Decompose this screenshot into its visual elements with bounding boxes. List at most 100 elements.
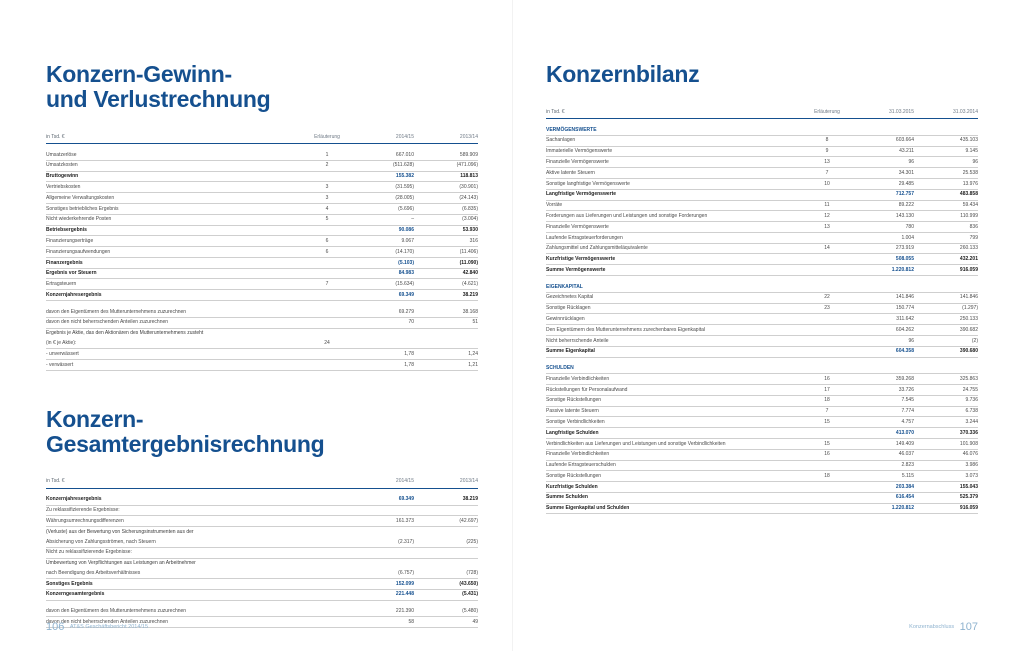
table-row: Allgemeine Verwaltungskosten 3 (28.005) (24… bbox=[46, 192, 478, 204]
table-row: Finanzierungserträge 6 9.067 316 bbox=[46, 235, 478, 248]
row-note-reference: 9 bbox=[804, 146, 850, 158]
row-label: Finanzielle Vermögenswerte bbox=[546, 221, 804, 233]
row-note-reference: 14 bbox=[804, 243, 850, 255]
row-label: Aktive latente Steuern bbox=[546, 167, 804, 179]
page-title-line-1: Konzern-Gewinn- bbox=[46, 61, 232, 87]
row-note-reference: 18 bbox=[804, 470, 850, 483]
row-value-period-2 bbox=[414, 558, 478, 568]
row-value-period-1: 84.983 bbox=[350, 268, 414, 280]
table-row: Umsatzkosten 2 (511.628) (471.096) bbox=[46, 160, 478, 172]
row-value-period-1: 143.130 bbox=[850, 210, 914, 223]
balance-sheet-table: in Tsd. € Erläuterung 31.03.2015 31.03.2014… bbox=[546, 107, 978, 515]
table-row: Laufende Ertragsteuerforderungen 1.004 799 bbox=[546, 232, 978, 244]
row-value-period-2 bbox=[414, 505, 478, 517]
table-row: Kurzfristige Vermögenswerte 508.055 432.20… bbox=[546, 253, 978, 266]
row-value-period-1: 69.349 bbox=[350, 494, 414, 506]
row-label: davon den Eigentümern des Mutterunterneh… bbox=[46, 606, 304, 618]
row-value-period-1 bbox=[350, 505, 414, 517]
table-row: Sonstige Rückstellungen 18 7.545 9.736 bbox=[546, 395, 978, 407]
row-note-reference bbox=[304, 616, 350, 629]
row-value-period-2: 25.538 bbox=[914, 167, 978, 179]
table-row: Sonstiges Ergebnis 152.099 (43.650) bbox=[46, 578, 478, 590]
row-value-period-2: 110.999 bbox=[914, 210, 978, 223]
table-row: Finanzielle Verbindlichkeiten 16 359.268 32… bbox=[546, 373, 978, 386]
table-row: Finanzierungsaufwendungen 6 (14.170) (11.40… bbox=[46, 246, 478, 258]
row-value-period-2: 38.168 bbox=[414, 307, 478, 318]
table-row: Nicht beherrschende Anteile 96 (2) bbox=[546, 335, 978, 347]
table-row: Umsatzerlöse 1 667.010 589.909 bbox=[46, 150, 478, 161]
table-row: Summe Schulden 616.454 525.379 bbox=[546, 492, 978, 504]
table-row: Immaterielle Vermögenswerte 9 43.211 9.145 bbox=[546, 146, 978, 158]
row-value-period-1: 203.384 bbox=[850, 481, 914, 493]
row-note-reference: 16 bbox=[804, 449, 850, 461]
footer-text-right: Konzernabschluss bbox=[909, 624, 955, 630]
row-label: Währungsumrechnungsdifferenzen bbox=[46, 515, 304, 528]
row-value-period-1 bbox=[850, 282, 914, 293]
table-row: Konzernjahresergebnis 69.349 38.219 bbox=[46, 289, 478, 302]
row-value-period-2: 53.930 bbox=[414, 225, 478, 237]
row-value-period-2: 118.813 bbox=[414, 171, 478, 183]
row-note-reference bbox=[304, 494, 350, 506]
row-value-period-1: 604.262 bbox=[850, 324, 914, 336]
row-note-reference bbox=[304, 578, 350, 590]
row-label: Sonstiges Ergebnis bbox=[46, 578, 304, 590]
row-value-period-2 bbox=[414, 338, 478, 350]
row-note-reference: 3 bbox=[304, 192, 350, 204]
row-note-reference bbox=[304, 505, 350, 517]
comprehensive-income-body: in Tsd. € 2014/15 2013/14 Konzernjahreserge… bbox=[46, 476, 478, 629]
table-row: Betriebsergebnis 90.086 53.930 bbox=[46, 225, 478, 237]
table-row: Gewinnrücklagen 311.642 250.133 bbox=[546, 313, 978, 326]
row-value-period-1: (31.595) bbox=[350, 181, 414, 194]
row-value-period-1: 221.390 bbox=[350, 606, 414, 618]
row-value-period-2: (728) bbox=[414, 568, 478, 580]
row-label: Umsatzerlöse bbox=[46, 150, 304, 161]
row-value-period-1: 96 bbox=[850, 335, 914, 347]
page-title-comprehensive-income: Konzern- Gesamtergebnisrechnung bbox=[46, 405, 478, 457]
row-value-period-2: 24.755 bbox=[914, 384, 978, 396]
table-row: Sonstige Verbindlichkeiten 15 4.757 3.244 bbox=[546, 416, 978, 429]
row-note-reference bbox=[304, 558, 350, 568]
row-value-period-2: (11.406) bbox=[414, 246, 478, 258]
row-value-period-2: (43.650) bbox=[414, 578, 478, 590]
row-label: Laufende Ertragsteuerforderungen bbox=[546, 232, 804, 244]
row-note-reference: 18 bbox=[804, 395, 850, 407]
row-label: Summe Schulden bbox=[546, 492, 804, 504]
footer-text-left: AT&S Geschäftsbericht 2014/15 bbox=[69, 624, 149, 630]
row-label: Zahlungsmittel und Zahlungsmitteläquival… bbox=[546, 243, 804, 255]
column-header-period-1: 31.03.2015 bbox=[850, 107, 914, 120]
row-note-reference bbox=[804, 232, 850, 244]
row-value-period-1 bbox=[350, 328, 414, 338]
income-statement-table: in Tsd. € Erläuterung 2014/15 2013/14 Umsatz… bbox=[46, 132, 478, 371]
balance-sheet-body: in Tsd. € Erläuterung 31.03.2015 31.03.2014… bbox=[546, 107, 978, 515]
row-value-period-2: 38.219 bbox=[414, 494, 478, 506]
column-header-period-2: 31.03.2014 bbox=[914, 107, 978, 120]
row-value-period-1: 43.211 bbox=[850, 146, 914, 158]
row-value-period-1: (2.317) bbox=[350, 536, 414, 548]
table-row: Konzerngesamtergebnis 221.448 (5.431) bbox=[46, 589, 478, 601]
row-label: Summe Eigenkapital bbox=[546, 346, 804, 358]
row-label: davon den Eigentümern des Mutterunterneh… bbox=[46, 307, 304, 318]
row-value-period-1 bbox=[350, 338, 414, 350]
row-note-reference bbox=[304, 547, 350, 559]
column-header-period-1: 2014/15 bbox=[350, 476, 414, 489]
row-label: VERMÖGENSWERTE bbox=[546, 125, 804, 136]
row-label: Den Eigentümern des Mutterunternehmens z… bbox=[546, 324, 804, 336]
column-header-note bbox=[304, 476, 350, 489]
table-row: Langfristige Vermögenswerte 712.757 483.85… bbox=[546, 189, 978, 201]
page-title2-line-1: Konzern- bbox=[46, 405, 144, 432]
row-value-period-1: (15.634) bbox=[350, 278, 414, 291]
row-note-reference bbox=[804, 335, 850, 347]
row-value-period-2: (11.090) bbox=[414, 257, 478, 269]
row-note-reference: 23 bbox=[804, 303, 850, 315]
row-note-reference bbox=[804, 346, 850, 358]
row-label: Umsatzkosten bbox=[46, 160, 304, 172]
row-value-period-1 bbox=[350, 558, 414, 568]
row-label: Finanzergebnis bbox=[46, 257, 304, 269]
row-note-reference bbox=[304, 359, 350, 371]
table-row: Zu reklassifizierende Ergebnisse: bbox=[46, 505, 478, 517]
row-label: Finanzierungsaufwendungen bbox=[46, 246, 304, 258]
row-value-period-1: 69.349 bbox=[350, 289, 414, 302]
table-row: Summe Vermögenswerte 1.220.812 916.059 bbox=[546, 264, 978, 277]
row-value-period-1: 29.485 bbox=[850, 178, 914, 190]
row-value-period-2: 260.133 bbox=[914, 243, 978, 255]
